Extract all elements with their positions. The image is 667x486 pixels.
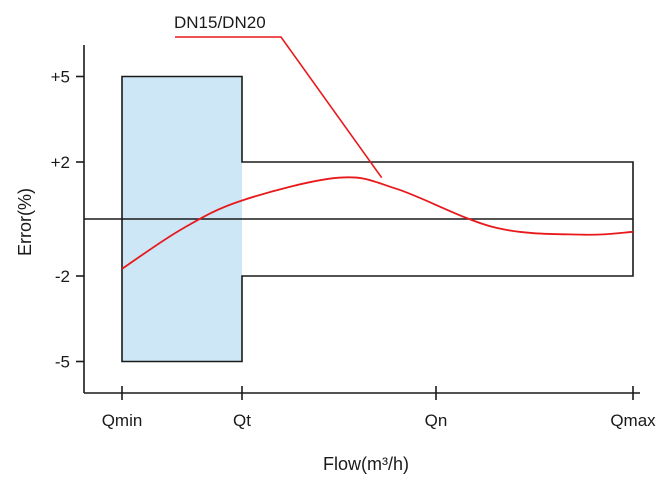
series-label: DN15/DN20	[174, 13, 266, 32]
x-tick-label: Qmin	[102, 411, 143, 430]
x-tick-label: Qmax	[610, 411, 656, 430]
y-tick-label: +2	[51, 153, 70, 172]
series-leader-line	[175, 36, 383, 179]
x-tick-label: Qn	[425, 411, 448, 430]
y-tick-label: +5	[51, 68, 70, 87]
upper-limit-line	[121, 75, 634, 219]
lower-limit-line	[121, 219, 634, 363]
y-tick-label: -2	[55, 267, 70, 286]
y-tick-label: -5	[55, 353, 70, 372]
x-axis-title: Flow(m³/h)	[323, 454, 409, 474]
x-tick-label: Qt	[233, 411, 251, 430]
series-line-0	[121, 176, 634, 270]
y-axis-title: Error(%)	[15, 188, 35, 256]
